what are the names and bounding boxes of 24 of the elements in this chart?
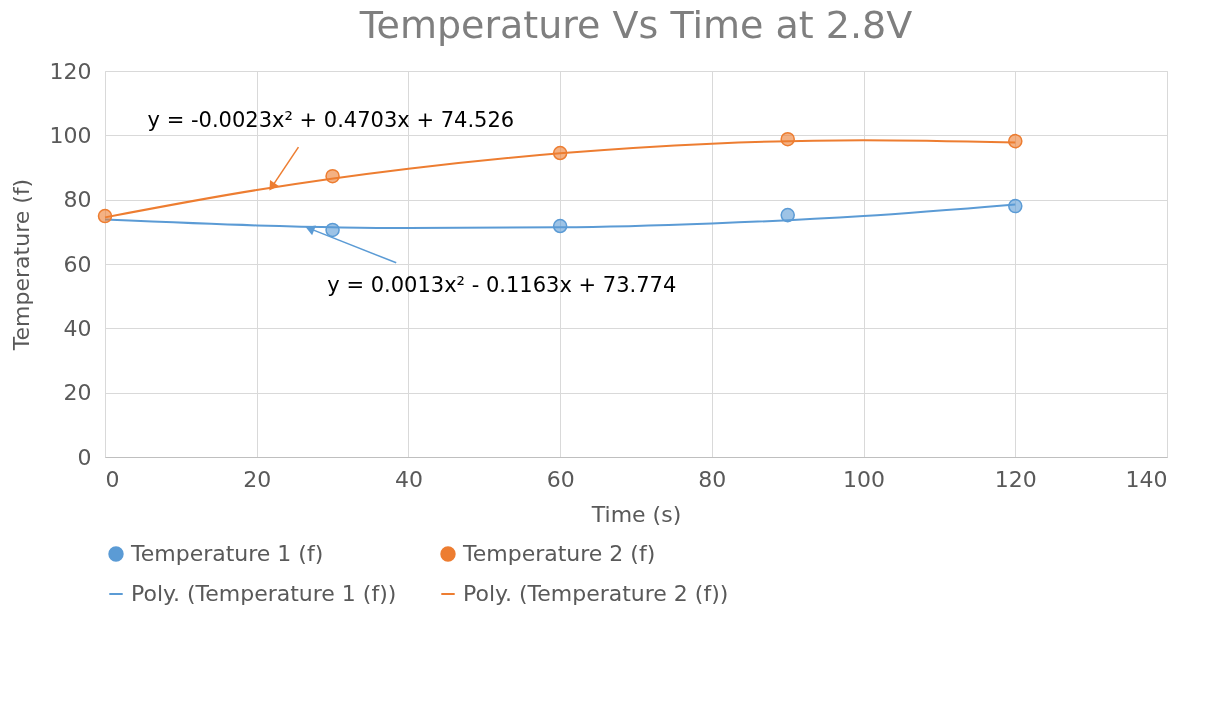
x-axis-title: Time (s) [590, 501, 682, 527]
y-tick-label: 120 [49, 58, 92, 84]
x-tick-label: 80 [698, 466, 727, 492]
y-tick-label: 20 [63, 380, 92, 406]
legend-label: Poly. (Temperature 1 (f)) [131, 581, 397, 606]
y-tick-label: 100 [49, 122, 92, 148]
x-tick-label: 120 [994, 466, 1037, 492]
y-tick-label: 80 [63, 187, 92, 213]
y-tick-label: 40 [63, 315, 92, 341]
legend-label: Temperature 1 (f) [130, 541, 324, 566]
x-tick-label: 40 [394, 466, 423, 492]
annotation: y = 0.0013x² - 0.1163x + 73.774 [327, 272, 677, 297]
y-tick-label: 60 [63, 251, 92, 277]
y-axis-title: Temperature (f) [8, 178, 34, 352]
annotation: y = -0.0023x² + 0.4703x + 74.526 [147, 107, 515, 132]
chart-title: Temperature Vs Time at 2.8V [358, 3, 913, 47]
x-tick-label: 0 [105, 466, 120, 492]
legend-label: Poly. (Temperature 2 (f)) [463, 581, 729, 606]
x-tick-label: 100 [843, 466, 886, 492]
legend-label: Temperature 2 (f) [462, 541, 656, 566]
x-tick-label: 20 [243, 466, 272, 492]
x-tick-label: 60 [546, 466, 575, 492]
y-tick-label: 0 [77, 444, 92, 470]
x-tick-label: 140 [1125, 466, 1168, 492]
